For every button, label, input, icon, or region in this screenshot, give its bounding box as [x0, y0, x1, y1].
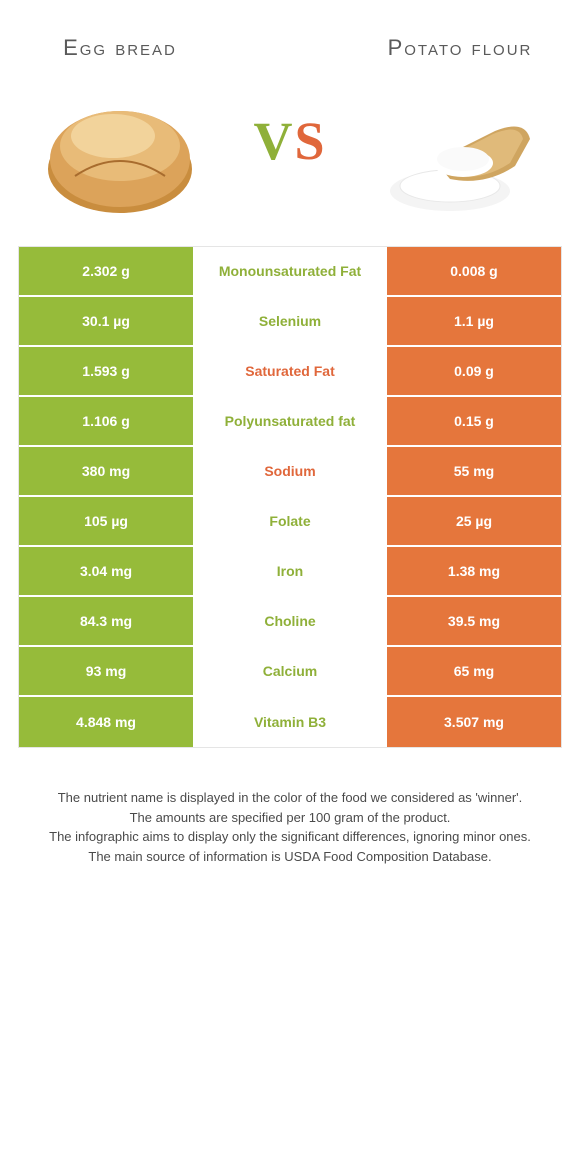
left-food-image: [30, 86, 210, 226]
footnote-line: The nutrient name is displayed in the co…: [24, 788, 556, 808]
right-value-cell: 0.008 g: [387, 247, 561, 295]
right-value-cell: 0.09 g: [387, 347, 561, 395]
left-food-title: Egg bread: [20, 20, 220, 76]
right-value-cell: 1.38 mg: [387, 547, 561, 595]
nutrient-label-cell: Sodium: [193, 447, 387, 495]
nutrient-label-cell: Saturated Fat: [193, 347, 387, 395]
table-row: 84.3 mgCholine39.5 mg: [19, 597, 561, 647]
left-value-cell: 1.106 g: [19, 397, 193, 445]
left-value-cell: 30.1 µg: [19, 297, 193, 345]
table-row: 105 µgFolate25 µg: [19, 497, 561, 547]
footnotes: The nutrient name is displayed in the co…: [0, 748, 580, 896]
table-row: 93 mgCalcium65 mg: [19, 647, 561, 697]
nutrient-label-cell: Polyunsaturated fat: [193, 397, 387, 445]
table-row: 1.106 gPolyunsaturated fat0.15 g: [19, 397, 561, 447]
table-row: 30.1 µgSelenium1.1 µg: [19, 297, 561, 347]
table-row: 2.302 gMonounsaturated Fat0.008 g: [19, 247, 561, 297]
table-row: 1.593 gSaturated Fat0.09 g: [19, 347, 561, 397]
left-value-cell: 105 µg: [19, 497, 193, 545]
left-value-cell: 3.04 mg: [19, 547, 193, 595]
footnote-line: The infographic aims to display only the…: [24, 827, 556, 847]
vs-separator: VS: [230, 20, 350, 172]
table-row: 3.04 mgIron1.38 mg: [19, 547, 561, 597]
right-value-cell: 25 µg: [387, 497, 561, 545]
nutrient-label-cell: Selenium: [193, 297, 387, 345]
nutrient-label-cell: Monounsaturated Fat: [193, 247, 387, 295]
left-food-column: Egg bread: [20, 20, 220, 226]
left-value-cell: 1.593 g: [19, 347, 193, 395]
table-row: 380 mgSodium55 mg: [19, 447, 561, 497]
right-value-cell: 65 mg: [387, 647, 561, 695]
left-value-cell: 93 mg: [19, 647, 193, 695]
nutrient-label-cell: Iron: [193, 547, 387, 595]
right-food-image: [370, 86, 550, 226]
nutrient-label-cell: Vitamin B3: [193, 697, 387, 747]
nutrient-comparison-table: 2.302 gMonounsaturated Fat0.008 g30.1 µg…: [18, 246, 562, 748]
left-value-cell: 2.302 g: [19, 247, 193, 295]
right-value-cell: 0.15 g: [387, 397, 561, 445]
vs-text: VS: [253, 110, 326, 172]
left-value-cell: 84.3 mg: [19, 597, 193, 645]
right-value-cell: 39.5 mg: [387, 597, 561, 645]
footnote-line: The main source of information is USDA F…: [24, 847, 556, 867]
right-value-cell: 55 mg: [387, 447, 561, 495]
comparison-header: Egg bread VS Potato flour: [0, 0, 580, 226]
nutrient-label-cell: Choline: [193, 597, 387, 645]
nutrient-label-cell: Calcium: [193, 647, 387, 695]
right-food-title: Potato flour: [360, 20, 560, 76]
left-value-cell: 4.848 mg: [19, 697, 193, 747]
table-row: 4.848 mgVitamin B33.507 mg: [19, 697, 561, 747]
right-food-column: Potato flour: [360, 20, 560, 226]
nutrient-label-cell: Folate: [193, 497, 387, 545]
left-value-cell: 380 mg: [19, 447, 193, 495]
right-value-cell: 3.507 mg: [387, 697, 561, 747]
right-value-cell: 1.1 µg: [387, 297, 561, 345]
footnote-line: The amounts are specified per 100 gram o…: [24, 808, 556, 828]
